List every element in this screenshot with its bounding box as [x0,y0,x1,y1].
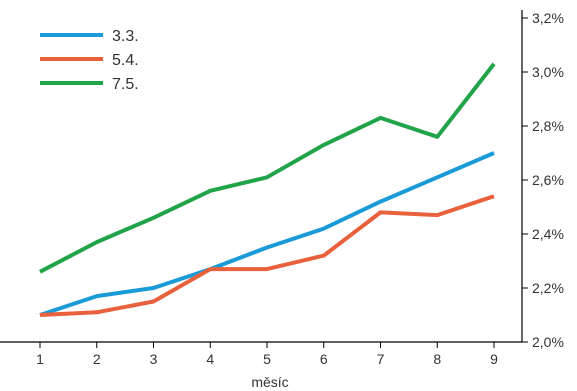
y-tick-label: 3,0% [532,64,564,80]
x-tick-label: 8 [433,351,441,367]
legend: 3.3. 5.4. 7.5. [40,28,139,93]
y-tick-label: 2,0% [532,334,564,350]
series-line-2 [39,194,495,317]
x-tick-label: 5 [263,351,271,367]
y-tick-label: 2,4% [532,226,564,242]
y-tick-label: 2,2% [532,280,564,296]
y-tick-label: 2,6% [532,172,564,188]
y-axis-ticks: 2,0% 2,2% 2,4% 2,6% 2,8% 3,0% 3,2% [522,10,564,350]
x-tick-label: 1 [36,351,44,367]
y-tick-label: 3,2% [532,10,564,26]
x-axis-title: měsíc [251,374,288,390]
x-tick-label: 9 [490,351,498,367]
x-tick-label: 3 [150,351,158,367]
x-tick-label: 2 [93,351,101,367]
legend-label: 3.3. [112,28,139,45]
plot-lines [39,62,496,317]
x-axis-ticks: 1 2 3 4 5 6 7 8 9 [36,342,498,367]
legend-label: 7.5. [112,76,139,93]
x-tick-label: 4 [206,351,214,367]
x-tick-label: 6 [320,351,328,367]
y-tick-label: 2,8% [532,118,564,134]
legend-label: 5.4. [112,52,139,69]
series-line-3 [39,62,496,274]
x-tick-label: 7 [377,351,385,367]
axes [0,10,523,343]
series-line-1 [39,151,495,317]
